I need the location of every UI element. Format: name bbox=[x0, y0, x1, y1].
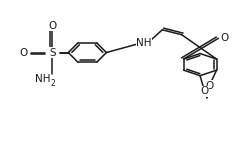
Text: 2: 2 bbox=[51, 79, 56, 88]
Text: NH: NH bbox=[35, 74, 51, 84]
Text: O: O bbox=[205, 81, 213, 91]
Text: O: O bbox=[220, 33, 229, 43]
Text: O: O bbox=[200, 86, 209, 96]
Text: NH: NH bbox=[136, 38, 152, 48]
Text: S: S bbox=[49, 48, 56, 58]
Text: O: O bbox=[19, 48, 27, 58]
Text: O: O bbox=[48, 21, 57, 31]
